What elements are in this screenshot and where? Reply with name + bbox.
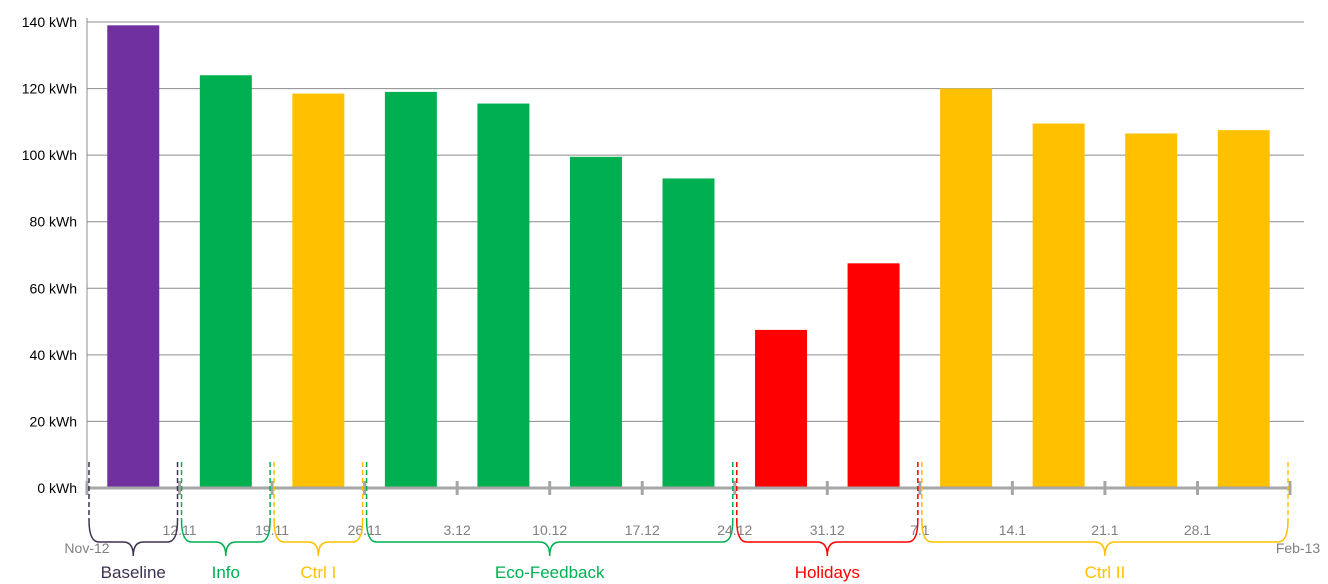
bar xyxy=(199,75,252,488)
x-tick-label: 28.1 xyxy=(1184,522,1211,538)
bar xyxy=(662,178,715,488)
bar xyxy=(384,91,437,489)
phase-label: Ctrl I xyxy=(300,563,336,582)
x-tick-label: 14.1 xyxy=(999,522,1026,538)
phase-label: Baseline xyxy=(101,563,166,582)
phase-label: Holidays xyxy=(795,563,860,582)
x-start-label: Nov-12 xyxy=(64,540,109,556)
bar xyxy=(477,103,530,489)
phase-brace xyxy=(365,519,734,557)
phase-brace xyxy=(736,519,919,557)
phase-brace xyxy=(273,519,364,557)
phase-label: Eco-Feedback xyxy=(495,563,605,582)
x-tick-label: 7.1 xyxy=(910,522,930,538)
y-tick-label: 140 kWh xyxy=(22,14,77,30)
phase-brackets: Baseline Info Ctrl I Eco-Feedback Holidays Ct… xyxy=(88,462,1289,582)
bar xyxy=(940,88,993,489)
bar xyxy=(755,329,808,488)
phase-brace xyxy=(88,519,179,557)
phase-brace xyxy=(180,519,271,557)
y-tick-label: 40 kWh xyxy=(30,347,77,363)
x-tick-label: 10.12 xyxy=(532,522,567,538)
bar xyxy=(1032,123,1085,489)
y-tick-label: 100 kWh xyxy=(22,147,77,163)
x-end-label: Feb-13 xyxy=(1276,540,1321,556)
bar xyxy=(1125,133,1178,488)
x-tick-label: 12.11 xyxy=(163,522,197,538)
bar xyxy=(1217,130,1270,488)
x-tick-label: 21.1 xyxy=(1091,522,1118,538)
bar xyxy=(847,263,900,488)
y-tick-label: 60 kWh xyxy=(30,280,77,296)
x-tick-label: 26.11 xyxy=(348,522,382,538)
phase-brace xyxy=(921,519,1289,557)
x-axis: 12.11 19.11 26.11 3.12 10.12 17.12 24.12 31.12 7… xyxy=(64,481,1320,556)
bar xyxy=(107,25,160,488)
bar xyxy=(292,93,345,489)
x-tick-label: 17.12 xyxy=(625,522,660,538)
phase-label: Ctrl II xyxy=(1085,563,1126,582)
x-tick-label: 31.12 xyxy=(810,522,845,538)
y-tick-label: 0 kWh xyxy=(37,480,77,496)
y-tick-label: 80 kWh xyxy=(30,214,77,230)
phase-label: Info xyxy=(212,563,240,582)
y-tick-label: 20 kWh xyxy=(30,413,77,429)
x-tick-label: 3.12 xyxy=(444,522,471,538)
x-tick-label: 19.11 xyxy=(255,522,289,538)
bar xyxy=(569,156,622,489)
bars xyxy=(107,25,1270,489)
x-tick-label: 24.12 xyxy=(717,522,752,538)
y-axis: 0 kWh 20 kWh 40 kWh 60 kWh 80 kWh 100 kWh 120 … xyxy=(22,14,88,496)
y-tick-label: 120 kWh xyxy=(22,81,77,97)
